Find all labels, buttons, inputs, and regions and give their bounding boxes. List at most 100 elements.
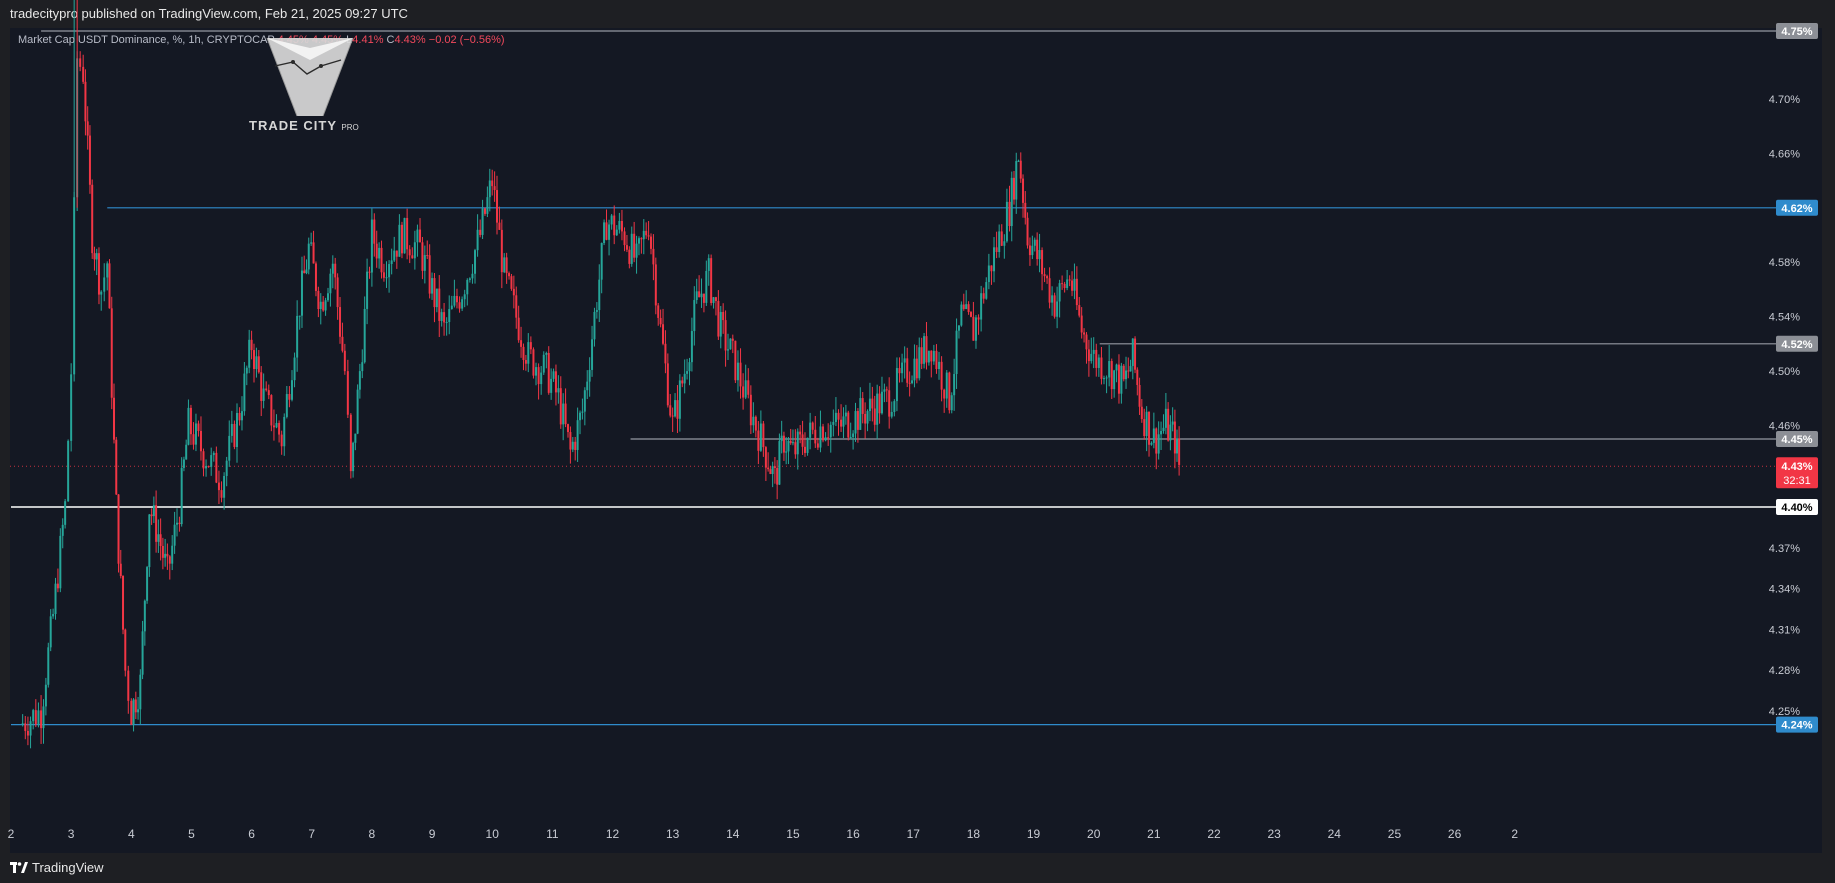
candle-body — [331, 263, 334, 274]
candle-body — [657, 305, 660, 318]
candle-body — [317, 290, 320, 309]
candle-body — [403, 217, 406, 254]
candle-body — [803, 446, 806, 453]
candle-body — [110, 308, 113, 398]
candle-body — [461, 299, 464, 309]
candle-body — [100, 291, 103, 295]
candle-body — [88, 135, 91, 185]
candle-body — [1000, 231, 1003, 246]
candle-body — [185, 444, 188, 460]
time-axis-tick: 5 — [188, 827, 195, 841]
price-axis-tick: 4.58% — [1769, 257, 1800, 269]
candle-body — [157, 534, 160, 542]
candle-body — [488, 180, 491, 198]
candle-body — [1028, 245, 1031, 256]
candle-body — [199, 430, 202, 452]
candle-body — [579, 412, 582, 421]
candle-body — [225, 460, 228, 476]
candle-body — [637, 238, 640, 244]
candle-body — [215, 452, 218, 483]
candle-body — [363, 308, 366, 363]
candle-body — [529, 342, 532, 350]
candle-body — [608, 224, 611, 240]
time-axis-tick: 26 — [1448, 827, 1462, 841]
candle-body — [888, 390, 891, 417]
candle-body — [652, 248, 655, 265]
candle-body — [205, 465, 208, 469]
candle-body — [426, 255, 429, 257]
candle-body — [642, 230, 645, 240]
candle-body — [890, 411, 893, 417]
countdown-label: 32:31 — [1783, 475, 1811, 487]
candle-body — [398, 224, 401, 257]
candle-body — [122, 576, 125, 630]
candle-body — [906, 358, 909, 383]
candle-body — [1108, 361, 1111, 378]
candle-body — [435, 288, 438, 308]
candle-body — [176, 522, 179, 525]
candle-body — [493, 186, 496, 191]
candle-body — [433, 278, 436, 308]
candle-body — [522, 346, 525, 361]
candle-body — [210, 455, 213, 467]
time-axis-tick: 6 — [248, 827, 255, 841]
price-axis-tick: 4.50% — [1769, 366, 1800, 378]
time-axis-tick: 7 — [308, 827, 315, 841]
candle-body — [411, 255, 414, 259]
candle-body — [300, 270, 303, 316]
candle-body — [1143, 419, 1146, 437]
candle-body — [223, 475, 226, 498]
candle-body — [883, 389, 886, 392]
candle-body — [349, 414, 352, 472]
candle-body — [1117, 364, 1120, 394]
price-axis-tick: 4.66% — [1769, 148, 1800, 160]
candle-body — [152, 505, 155, 517]
candle-body — [1157, 434, 1160, 454]
candle-body — [1068, 279, 1071, 281]
low-value: 4.41% — [352, 34, 384, 46]
candle-body — [305, 269, 308, 274]
candle-body — [326, 293, 329, 301]
candle-body — [532, 349, 535, 376]
candle-body — [148, 514, 151, 568]
candle-body — [438, 288, 441, 321]
candle-body — [757, 430, 760, 451]
candle-body — [633, 233, 636, 258]
candle-body — [26, 730, 29, 736]
level-label-bg — [1776, 716, 1818, 733]
chart-pane[interactable] — [10, 28, 1822, 853]
candle-body — [70, 374, 73, 441]
candle-body — [640, 238, 643, 240]
candle-body — [943, 389, 946, 399]
candle-body — [1041, 250, 1044, 275]
candle-body — [688, 362, 691, 372]
candle-body — [143, 600, 146, 632]
candle-body — [491, 180, 494, 187]
candle-body — [816, 443, 819, 448]
time-axis-tick: 21 — [1147, 827, 1161, 841]
candle-body — [605, 222, 608, 240]
candle-body — [486, 197, 489, 214]
candle-body — [769, 469, 772, 474]
candle-body — [744, 380, 747, 398]
candle-body — [787, 440, 790, 452]
candle-body — [1048, 278, 1051, 303]
level-label-bg — [1776, 431, 1818, 447]
candle-body — [789, 440, 792, 444]
candle-body — [588, 369, 591, 382]
candle-body — [712, 297, 715, 304]
tradingview-brand[interactable]: TradingView — [10, 853, 104, 883]
candle-body — [837, 412, 840, 420]
candle-body — [574, 441, 577, 450]
candle-body — [370, 219, 373, 273]
candle-body — [310, 242, 313, 244]
candle-body — [34, 710, 37, 725]
price-axis-tick: 4.34% — [1769, 584, 1800, 596]
candle-body — [466, 279, 469, 295]
candle-body — [576, 420, 579, 450]
candle-body — [603, 222, 606, 244]
candle-body — [791, 442, 794, 444]
candle-body — [212, 452, 215, 456]
footer-bar: TradingView — [0, 853, 1835, 883]
